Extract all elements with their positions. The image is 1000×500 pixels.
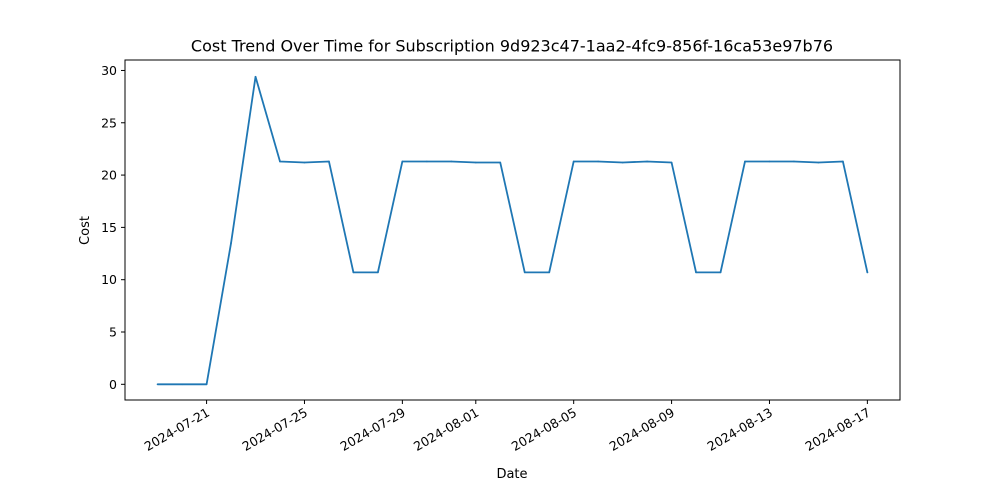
- x-tick-label: 2024-08-13: [705, 405, 775, 454]
- data-point: [255, 76, 257, 78]
- x-tick-label: 2024-08-01: [411, 405, 481, 454]
- data-point: [548, 272, 550, 274]
- data-point: [769, 161, 771, 163]
- data-point: [867, 272, 869, 274]
- data-point: [377, 272, 379, 274]
- data-point: [695, 272, 697, 274]
- y-axis-label: Cost: [78, 216, 93, 245]
- data-point: [646, 161, 648, 163]
- series-line: [158, 77, 868, 385]
- plot-frame: [125, 60, 900, 400]
- data-point: [353, 272, 355, 274]
- data-point: [426, 161, 428, 163]
- y-tick-label: 10: [101, 272, 117, 287]
- data-point: [304, 162, 306, 164]
- x-tick-label: 2024-07-21: [142, 405, 212, 454]
- chart-title: Cost Trend Over Time for Subscription 9d…: [191, 37, 833, 56]
- data-point: [671, 162, 673, 164]
- data-point: [720, 272, 722, 274]
- data-point: [818, 162, 820, 164]
- data-point: [402, 161, 404, 163]
- data-point: [475, 162, 477, 164]
- data-point: [793, 161, 795, 163]
- plot-area: 0 5 10 15 20 25 30 2024-07-21 2024-07-25 2024-07-…: [101, 63, 873, 454]
- data-point: [524, 272, 526, 274]
- data-point: [842, 161, 844, 163]
- data-point: [206, 384, 208, 386]
- y-tick-label: 15: [101, 220, 117, 235]
- x-axis-label: Date: [496, 467, 527, 482]
- data-point: [499, 162, 501, 164]
- y-tick-label: 30: [101, 63, 117, 78]
- data-point: [328, 161, 330, 163]
- x-tick-label: 2024-07-29: [337, 405, 407, 454]
- data-point: [744, 161, 746, 163]
- data-point: [597, 161, 599, 163]
- x-tick-label: 2024-08-09: [607, 405, 677, 454]
- y-tick-label: 5: [109, 325, 117, 340]
- x-tick-label: 2024-08-05: [509, 405, 579, 454]
- y-tick-label: 0: [109, 377, 117, 392]
- data-point: [181, 384, 183, 386]
- data-point: [279, 161, 281, 163]
- y-tick-label: 25: [101, 115, 117, 130]
- data-point: [622, 162, 624, 164]
- x-tick-label: 2024-07-25: [240, 405, 310, 454]
- data-point: [573, 161, 575, 163]
- y-tick-label: 20: [101, 168, 117, 183]
- data-point: [451, 161, 453, 163]
- x-tick-label: 2024-08-17: [802, 405, 872, 454]
- data-point: [157, 384, 159, 386]
- data-point: [230, 242, 232, 244]
